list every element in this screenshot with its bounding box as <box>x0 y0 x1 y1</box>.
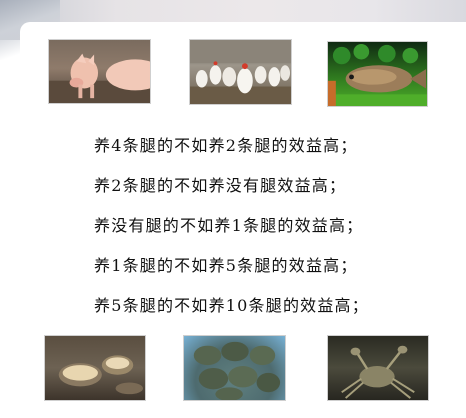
crab-photo <box>327 335 429 401</box>
sentence-2: 养2条腿的不如养没有腿效益高； <box>94 176 347 195</box>
fish-image <box>328 43 427 106</box>
sentence-4: 养1条腿的不如养5条腿的效益高； <box>94 256 358 275</box>
turtles-photo <box>183 335 286 401</box>
fish-photo <box>327 41 428 107</box>
turtles-image <box>184 336 285 400</box>
sentence-1: 养4条腿的不如养2条腿的效益高； <box>94 136 358 155</box>
chickens-image <box>190 40 291 104</box>
chickens-photo <box>189 39 292 105</box>
clams-photo <box>44 335 146 401</box>
sentence-5: 养5条腿的不如养10条腿的效益高； <box>94 296 369 315</box>
pigs-photo <box>48 39 151 104</box>
clams-image <box>58 355 144 395</box>
sentence-3: 养没有腿的不如养1条腿的效益高； <box>94 216 364 235</box>
pigs-image <box>49 53 150 103</box>
crab-image <box>341 345 415 399</box>
